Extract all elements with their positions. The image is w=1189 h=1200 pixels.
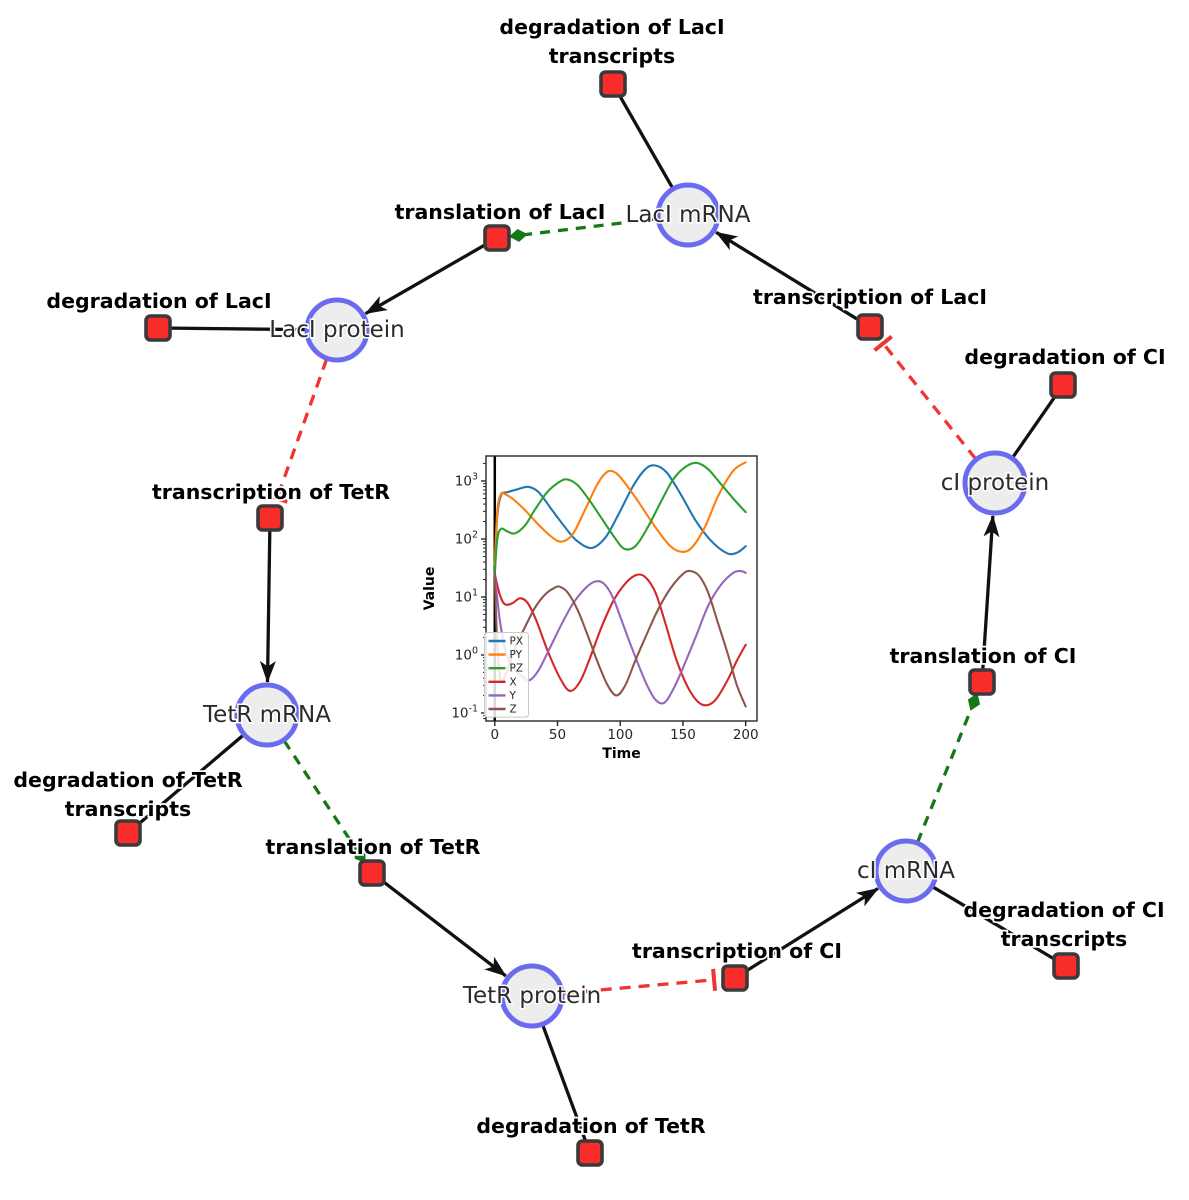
x-tick-label: 200	[733, 727, 759, 743]
reaction-node-deg_tetR_tr	[114, 819, 142, 847]
y-tick-label: 101	[455, 587, 478, 605]
species-label-lacI_mRNA: LacI mRNA	[626, 202, 751, 228]
reaction-node-deg_cI_tr	[1052, 952, 1080, 980]
axes-frame	[485, 455, 758, 722]
species-node-tetR_protein	[499, 963, 565, 1029]
series-X	[493, 572, 747, 707]
reaction-label-transl_lacI: translation of LacI	[395, 200, 606, 224]
edges-layer	[136, 94, 1057, 1142]
x-tick-label: 0	[490, 727, 499, 743]
edge-inhibition-tetR_protein-transcr_cI	[562, 968, 718, 995]
reaction-label-deg_tetR_tr: degradation of TetR transcripts	[13, 768, 242, 821]
reaction-node-deg_lacI_tr	[599, 70, 627, 98]
species-label-lacI_protein: LacI protein	[269, 317, 404, 343]
legend-label-PX: PX	[510, 636, 524, 648]
edge-product-transcr_tetR-tetR_mRNA	[259, 530, 276, 684]
species-label-tetR_protein: TetR protein	[462, 983, 601, 1009]
species-label-cI_protein: cI protein	[941, 470, 1050, 496]
edge-product-transl_cI-cI_protein	[981, 514, 1000, 670]
edge-inhibition-lacI_protein-transcr_tetR	[266, 358, 329, 504]
reaction-node-transcr_cI	[721, 964, 749, 992]
y-tick-label: 10-1	[451, 703, 478, 721]
reaction-label-transcr_cI: transcription of CI	[632, 939, 842, 963]
edge-reactant-cI_mRNA-deg_cI_tr	[931, 885, 1056, 961]
x-tick-label: 50	[549, 727, 566, 743]
series-PY	[493, 461, 747, 567]
legend-label-X: X	[510, 676, 517, 688]
reaction-label-deg_cI_tr: degradation of CI transcripts	[963, 898, 1164, 951]
edge-activation-tetR_mRNA-transl_tetR	[282, 739, 366, 864]
edge-reactant-cI_protein-deg_cI	[1011, 394, 1057, 459]
legend-label-PZ: PZ	[510, 663, 524, 675]
reaction-label-deg_tetR: degradation of TetR	[476, 1114, 705, 1138]
reaction-node-transl_lacI	[483, 224, 511, 252]
species-node-cI_mRNA	[873, 838, 939, 904]
reaction-label-deg_lacI_tr: degradation of LacI transcripts	[499, 15, 724, 68]
reaction-node-transcr_tetR	[256, 504, 284, 532]
edge-product-transcr_cI-cI_mRNA	[745, 887, 879, 973]
edge-activation-lacI_mRNA-transl_lacI	[508, 217, 658, 242]
series-PZ	[493, 461, 747, 575]
x-axis-title: Time	[602, 746, 640, 762]
edge-inhibition-cI_protein-transcr_lacI	[873, 334, 977, 460]
x-tick-label: 100	[607, 727, 633, 743]
series-PX	[493, 464, 747, 567]
legend-label-Y: Y	[509, 690, 517, 702]
x-tick-label: 150	[670, 727, 696, 743]
reaction-label-deg_cI: degradation of CI	[964, 345, 1165, 369]
y-tick-label: 103	[455, 471, 478, 489]
edge-activation-cI_mRNA-transl_cI	[916, 693, 981, 843]
edge-reactant-lacI_protein-deg_lacI	[170, 326, 307, 332]
legend-label-Z: Z	[510, 704, 517, 716]
reaction-node-transl_cI	[968, 668, 996, 696]
labels-layer: degradation of LacI transcripts translatio…	[12, 13, 1168, 1140]
reaction-label-transl_cI: translation of CI	[890, 644, 1077, 668]
y-axis-title: Value	[422, 567, 438, 611]
species-node-cI_protein	[962, 450, 1028, 516]
edge-product-transl_lacI-lacI_protein	[364, 243, 487, 315]
edge-product-transl_tetR-tetR_protein	[381, 879, 507, 978]
edge-reactant-lacI_mRNA-deg_lacI_tr	[618, 94, 675, 189]
reaction-node-deg_tetR	[576, 1139, 604, 1167]
edge-reactant-tetR_protein-deg_tetR	[541, 1024, 588, 1142]
species-label-tetR_mRNA: TetR mRNA	[202, 702, 331, 728]
reaction-node-transl_tetR	[358, 859, 386, 887]
edge-product-transcr_lacI-lacI_mRNA	[715, 230, 860, 322]
y-tick-label: 100	[455, 645, 478, 663]
species-node-lacI_mRNA	[655, 182, 721, 248]
species-label-cI_mRNA: cI mRNA	[857, 858, 955, 884]
reaction-node-deg_lacI	[144, 314, 172, 342]
reaction-label-transcr_tetR: transcription of TetR	[152, 480, 390, 504]
nodes-layer	[114, 70, 1080, 1167]
y-tick-label: 102	[455, 529, 478, 547]
reaction-node-transcr_lacI	[856, 313, 884, 341]
reaction-node-deg_cI	[1049, 371, 1077, 399]
reaction-label-deg_lacI: degradation of LacI	[46, 289, 271, 313]
legend-label-PY: PY	[510, 649, 523, 661]
species-node-lacI_protein	[304, 297, 370, 363]
edge-reactant-tetR_mRNA-deg_tetR_tr	[136, 733, 245, 826]
inset-timecourse-plot: 0 50 100 150 20010-1100101102103TimeValuePXP…	[422, 455, 759, 762]
reaction-label-transcr_lacI: transcription of LacI	[753, 285, 987, 309]
reaction-label-transl_tetR: translation of TetR	[266, 835, 481, 859]
species-node-tetR_mRNA	[234, 682, 300, 748]
